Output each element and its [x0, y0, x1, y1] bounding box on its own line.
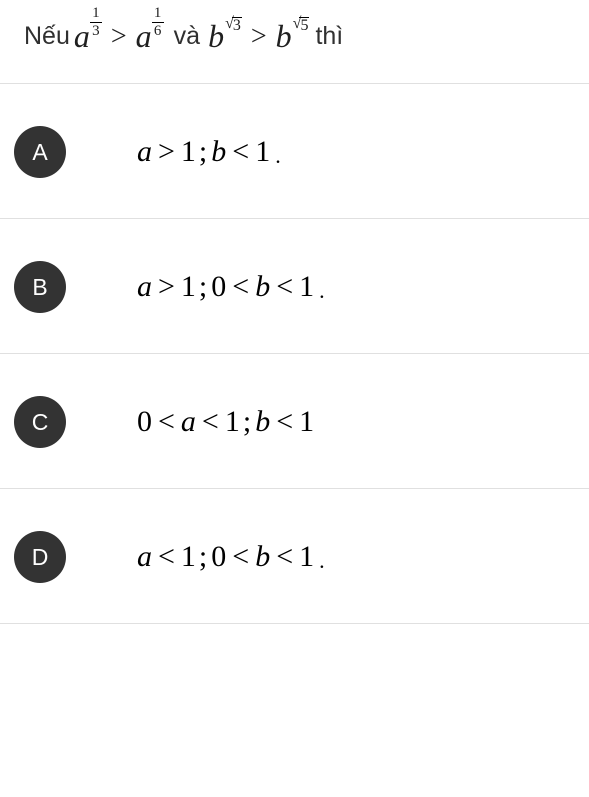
- math-var: b: [255, 540, 270, 574]
- math-num: 1: [181, 270, 196, 304]
- separator: ;: [243, 405, 251, 439]
- math-var: b: [255, 270, 270, 304]
- expr1-op: >: [111, 21, 127, 53]
- trailing-dot: .: [275, 143, 281, 169]
- question-suffix: thì: [315, 22, 343, 51]
- options-list: Aa>1;b<1.Ba>1;0<b<1.C0<a<1;b<1Da<1;0<b<1…: [0, 84, 589, 624]
- option-badge[interactable]: D: [14, 531, 66, 583]
- expr2-term1: b 3: [208, 18, 242, 55]
- option-row[interactable]: Ba>1;0<b<1.: [0, 219, 589, 354]
- trailing-dot: .: [319, 278, 325, 304]
- math-op: <: [158, 405, 175, 439]
- expr1-base1: a: [74, 18, 90, 55]
- expr2-base2: b: [276, 18, 292, 55]
- math-num: 1: [299, 405, 314, 439]
- expr1-sup1: 1 3: [90, 6, 102, 39]
- trailing-dot: .: [319, 548, 325, 574]
- option-row[interactable]: C0<a<1;b<1: [0, 354, 589, 489]
- expr1-sup2-den: 6: [154, 24, 162, 39]
- math-op: >: [158, 270, 175, 304]
- expr2-base1: b: [208, 18, 224, 55]
- expr2-sup1-rad: 3: [232, 17, 242, 34]
- option-content: a<1;0<b<1.: [134, 540, 325, 574]
- question-mid: và: [174, 22, 200, 51]
- math-num: 0: [137, 405, 152, 439]
- math-num: 1: [181, 135, 196, 169]
- option-badge[interactable]: A: [14, 126, 66, 178]
- math-op: <: [276, 270, 293, 304]
- math-op: <: [158, 540, 175, 574]
- math-var: a: [137, 270, 152, 304]
- expr1-term2: a 1 6: [136, 18, 164, 55]
- option-content: 0<a<1;b<1: [134, 405, 317, 439]
- expr1-sup2-num: 1: [154, 6, 162, 21]
- math-var: a: [137, 540, 152, 574]
- math-op: <: [276, 540, 293, 574]
- option-content: a>1;b<1.: [134, 135, 281, 169]
- math-op: <: [202, 405, 219, 439]
- expr2-term2: b 5: [276, 18, 310, 55]
- option-badge[interactable]: C: [14, 396, 66, 448]
- separator: ;: [199, 135, 207, 169]
- question-section: Nếu a 1 3 > a 1 6 và b 3: [0, 0, 589, 84]
- math-num: 1: [181, 540, 196, 574]
- math-num: 1: [225, 405, 240, 439]
- expr2-sup2: 5: [293, 16, 310, 33]
- option-content: a>1;0<b<1.: [134, 270, 325, 304]
- expr1-sup1-den: 3: [92, 24, 100, 39]
- math-num: 1: [299, 540, 314, 574]
- separator: ;: [199, 540, 207, 574]
- math-op: <: [232, 270, 249, 304]
- math-num: 1: [255, 135, 270, 169]
- math-var: a: [137, 135, 152, 169]
- expr1-sup1-num: 1: [92, 6, 100, 21]
- expr1-sup2: 1 6: [152, 6, 164, 39]
- option-row[interactable]: Da<1;0<b<1.: [0, 489, 589, 624]
- math-var: b: [211, 135, 226, 169]
- expr1-term1: a 1 3: [74, 18, 102, 55]
- question-prefix: Nếu: [24, 22, 70, 51]
- option-badge[interactable]: B: [14, 261, 66, 313]
- expr2-sup2-rad: 5: [299, 17, 309, 34]
- math-num: 1: [299, 270, 314, 304]
- question-text: Nếu a 1 3 > a 1 6 và b 3: [24, 18, 565, 55]
- math-num: 0: [211, 540, 226, 574]
- separator: ;: [199, 270, 207, 304]
- expr2-sup1: 3: [225, 16, 242, 33]
- math-op: <: [276, 405, 293, 439]
- expr2-op: >: [251, 21, 267, 53]
- math-num: 0: [211, 270, 226, 304]
- math-op: >: [158, 135, 175, 169]
- math-var: b: [255, 405, 270, 439]
- math-var: a: [181, 405, 196, 439]
- math-op: <: [232, 135, 249, 169]
- expr1-base2: a: [136, 18, 152, 55]
- option-row[interactable]: Aa>1;b<1.: [0, 84, 589, 219]
- math-op: <: [232, 540, 249, 574]
